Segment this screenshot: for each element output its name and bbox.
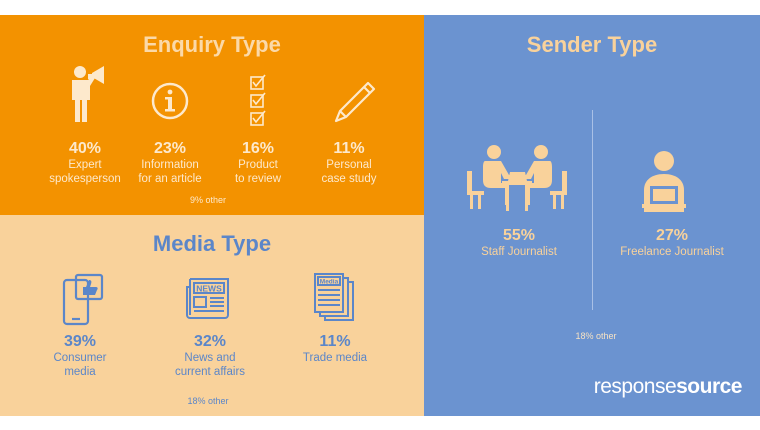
enquiry-label: Expert: [68, 159, 102, 171]
enquiry-label: Product: [238, 159, 278, 171]
checklist-icon: [250, 74, 266, 126]
media-label: News and: [184, 352, 236, 364]
enquiry-item-information: 23% Information for an article: [130, 140, 210, 186]
laptop-person-icon: [642, 151, 686, 212]
enquiry-label: for an article: [138, 173, 202, 185]
enquiry-pct: 23%: [153, 140, 187, 157]
sender-label: Freelance Journalist: [620, 246, 724, 258]
sender-item-freelance: 27% Freelance Journalist: [602, 227, 742, 259]
enquiry-item-expert: 40% Expert spokesperson: [45, 140, 125, 186]
pen-icon: [334, 81, 376, 123]
sender-pct: 55%: [502, 227, 536, 244]
sender-label: Staff Journalist: [481, 246, 557, 258]
media-type-panel: Media Type NEWS: [0, 215, 424, 416]
enquiry-pct: 11%: [333, 140, 365, 157]
sender-item-staff: 55% Staff Journalist: [454, 227, 584, 259]
megaphone-person-icon: [72, 66, 104, 122]
enquiry-label: Information: [141, 159, 199, 171]
sender-type-title: Sender Type: [526, 32, 658, 57]
sender-pct: 27%: [655, 227, 689, 244]
newspaper-text: NEWS: [196, 284, 222, 294]
media-label: Trade media: [302, 352, 368, 364]
media-label: Consumer: [53, 352, 107, 364]
media-label: media: [64, 366, 96, 378]
info-icon: [151, 82, 189, 120]
enquiry-pct: 40%: [68, 140, 102, 157]
logo-part-response: response: [593, 375, 677, 398]
enquiry-type-title: Enquiry Type: [143, 32, 281, 57]
enquiry-item-case-study: 11% Personal case study: [309, 140, 389, 186]
responsesource-logo: responsesource: [593, 375, 743, 399]
media-item-consumer: 39% Consumer media: [40, 333, 120, 379]
enquiry-item-product: 16% Product to review: [218, 140, 298, 186]
media-item-trade: 11% Trade media: [295, 333, 375, 365]
media-label: current affairs: [174, 366, 246, 378]
enquiry-label: spokesperson: [49, 173, 121, 185]
phone-like-icon: [62, 273, 104, 326]
newspaper-icon: NEWS: [186, 278, 229, 319]
magazine-text: Media: [320, 279, 339, 286]
sender-other: 18% other: [575, 331, 617, 341]
media-type-title: Media Type: [152, 231, 272, 256]
meeting-icon: [467, 145, 567, 211]
media-pct: 32%: [193, 333, 227, 350]
enquiry-label: to review: [234, 173, 282, 185]
logo-part-source: source: [676, 375, 742, 398]
magazine-icon: Media: [314, 273, 354, 321]
media-pct: 39%: [63, 333, 97, 350]
media-pct: 11%: [319, 333, 351, 350]
sender-type-panel: Sender Type 55: [424, 15, 760, 416]
media-item-news: 32% News and current affairs: [165, 333, 255, 379]
enquiry-pct: 16%: [241, 140, 275, 157]
media-other: 18% other: [187, 396, 229, 406]
enquiry-type-panel: Enquiry Type: [0, 15, 424, 215]
enquiry-other: 9% other: [189, 195, 227, 205]
enquiry-label: case study: [321, 173, 377, 185]
sender-divider: [592, 110, 593, 310]
enquiry-label: Personal: [326, 159, 372, 171]
